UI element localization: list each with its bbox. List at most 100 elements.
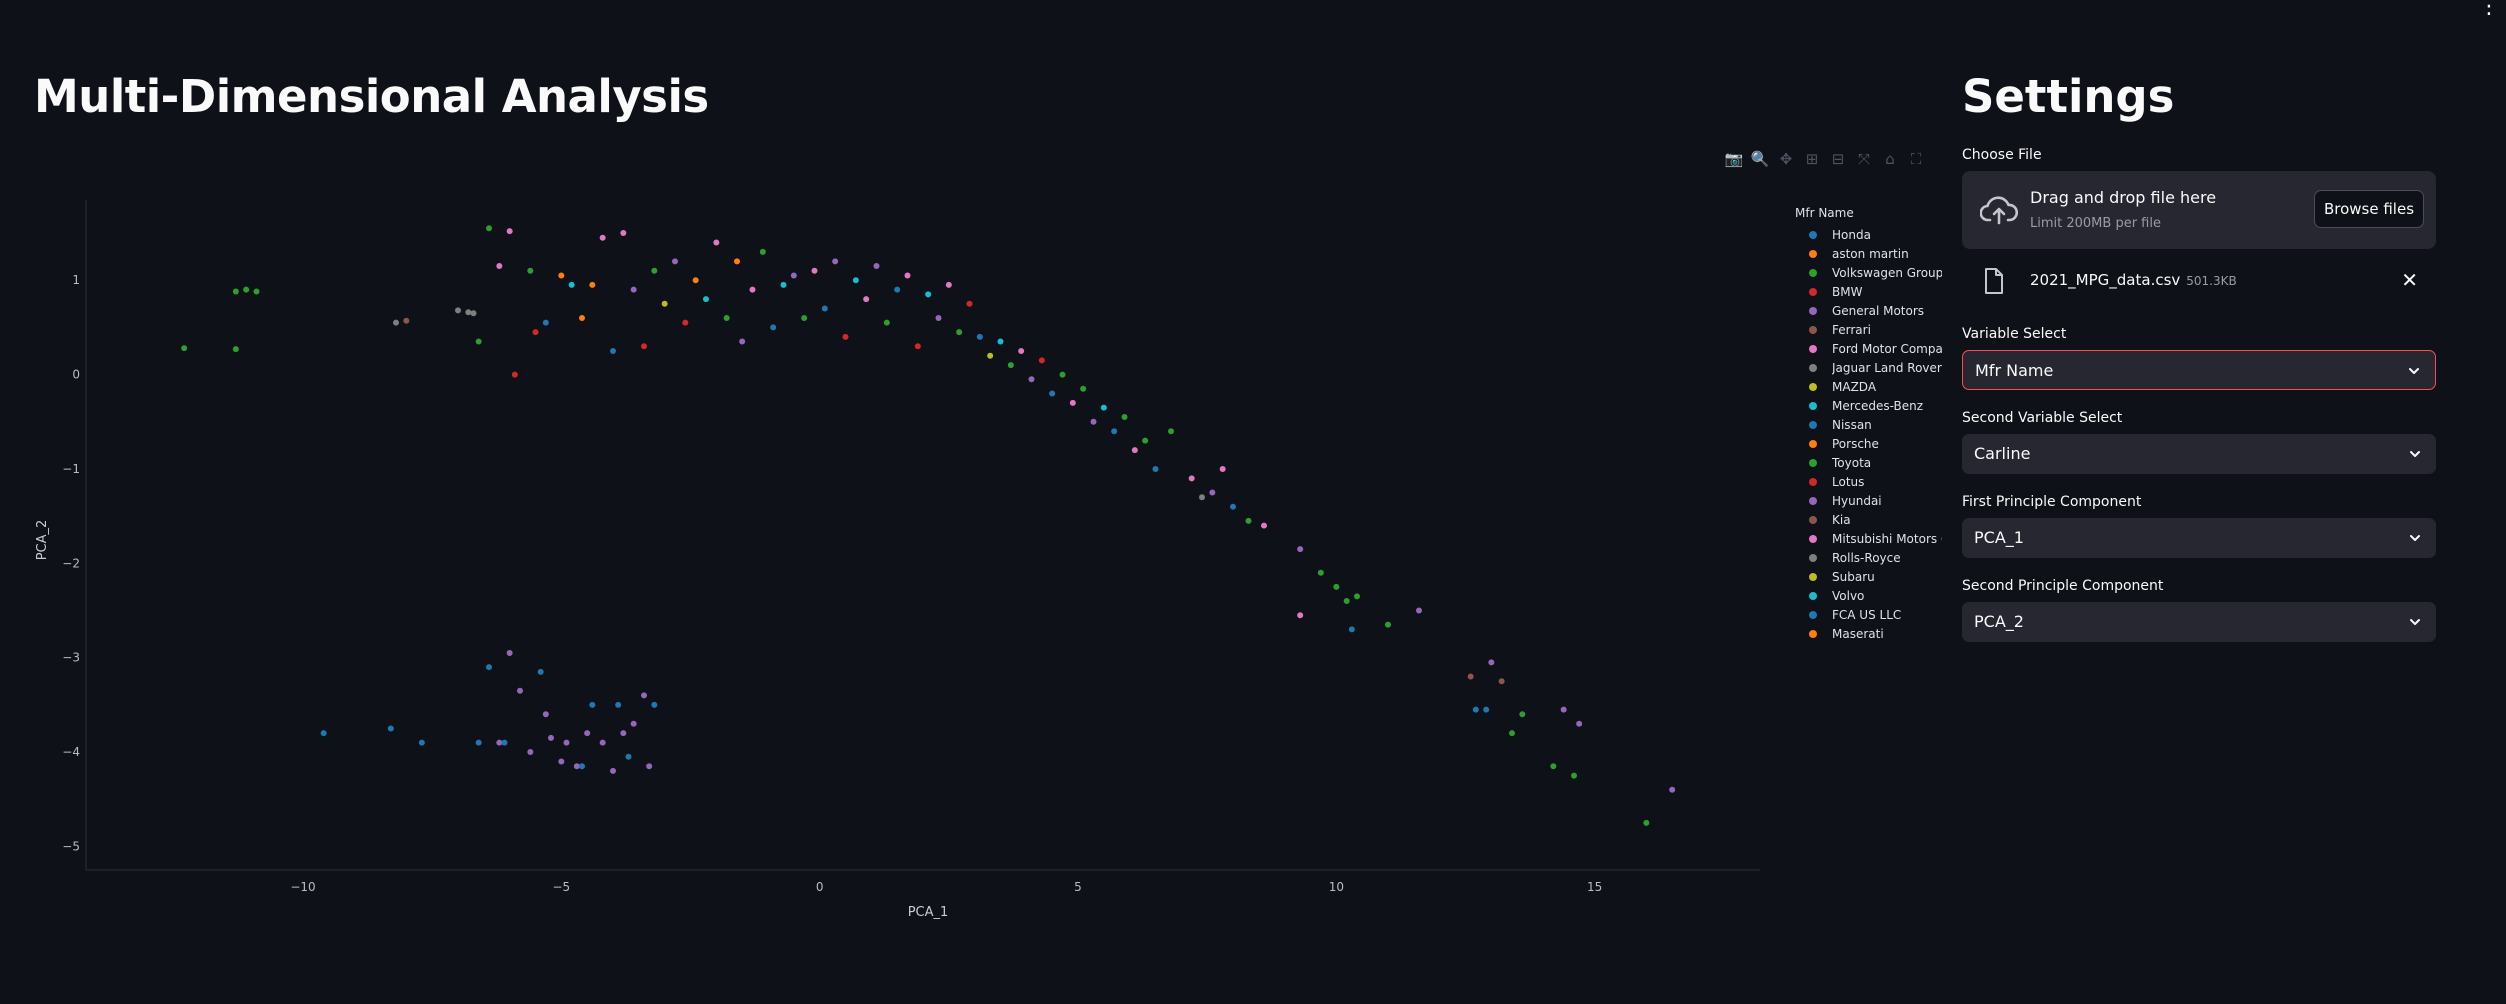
pan-icon[interactable]: ✥ [1779, 150, 1793, 168]
scatter-point[interactable] [506, 649, 513, 656]
second-principle-component-select[interactable]: PCA_2 [1962, 602, 2436, 642]
scatter-point[interactable] [1385, 621, 1391, 628]
scatter-point[interactable] [914, 343, 921, 350]
scatter-point[interactable] [517, 687, 523, 694]
scatter-point[interactable] [682, 319, 689, 326]
scatter-point[interactable] [403, 317, 410, 324]
scatter-point[interactable] [1090, 418, 1097, 425]
scatter-point[interactable] [894, 286, 901, 293]
scatter-point[interactable] [253, 288, 260, 295]
scatter-point[interactable] [1199, 494, 1205, 501]
scatter-point[interactable] [1049, 390, 1056, 397]
scatter-point[interactable] [1069, 399, 1076, 406]
scatter-point[interactable] [232, 346, 239, 353]
scatter-point[interactable] [181, 345, 188, 352]
scatter-point[interactable] [1643, 819, 1650, 826]
scatter-point[interactable] [1483, 706, 1490, 713]
scatter-point[interactable] [945, 281, 952, 288]
legend-item[interactable]: Jaguar Land Rover L [1795, 358, 1942, 377]
scatter-point[interactable] [651, 701, 658, 708]
fullscreen-icon[interactable]: ⛶ [1910, 150, 1922, 168]
scatter-point[interactable] [610, 347, 616, 354]
legend-item[interactable]: Nissan [1795, 415, 1942, 434]
scatter-point[interactable] [1297, 546, 1304, 553]
scatter-point[interactable] [1219, 465, 1226, 472]
scatter-point[interactable] [1343, 598, 1350, 605]
scatter-point[interactable] [243, 286, 250, 293]
scatter-point[interactable] [780, 281, 787, 288]
scatter-point[interactable] [935, 314, 942, 321]
scatter-point[interactable] [579, 763, 585, 770]
scatter-point[interactable] [713, 239, 720, 246]
autoscale-icon[interactable]: ⤧ [1857, 150, 1870, 168]
scatter-point[interactable] [1560, 706, 1567, 713]
scatter-point[interactable] [1488, 659, 1495, 666]
variable-select[interactable]: Mfr Name [1962, 350, 2436, 390]
legend-item[interactable]: Volkswagen Group of [1795, 263, 1942, 282]
scatter-point[interactable] [997, 338, 1004, 345]
scatter-point[interactable] [1245, 517, 1252, 524]
scatter-point[interactable] [1576, 720, 1583, 727]
scatter-point[interactable] [739, 338, 746, 345]
scatter-point[interactable] [475, 338, 482, 345]
scatter-point[interactable] [1028, 376, 1035, 383]
scatter-point[interactable] [1038, 357, 1045, 364]
scatter-point[interactable] [759, 248, 766, 255]
legend-item[interactable]: Ferrari [1795, 320, 1942, 339]
scatter-point[interactable] [749, 286, 756, 293]
scatter-point[interactable] [511, 371, 518, 378]
scatter-point[interactable] [486, 664, 492, 671]
scatter-point[interactable] [589, 701, 596, 708]
second-variable-select[interactable]: Carline [1962, 434, 2436, 474]
scatter-point[interactable] [620, 730, 627, 737]
scatter-point[interactable] [1550, 763, 1557, 770]
scatter-point[interactable] [1519, 711, 1526, 718]
legend-item[interactable]: Porsche [1795, 434, 1942, 453]
scatter-point[interactable] [470, 310, 477, 317]
scatter-point[interactable] [863, 296, 870, 303]
scatter-point[interactable] [1007, 362, 1014, 369]
remove-file-close-icon[interactable]: ✕ [2401, 268, 2418, 292]
scatter-point[interactable] [232, 288, 239, 295]
scatter-point[interactable] [1131, 447, 1138, 454]
scatter-point[interactable] [852, 277, 859, 284]
scatter-point[interactable] [610, 767, 616, 774]
scatter-point[interactable] [548, 734, 554, 741]
scatter-point[interactable] [558, 758, 565, 765]
legend-item[interactable]: Kia [1795, 510, 1942, 529]
scatter-point[interactable] [811, 267, 818, 274]
scatter-point[interactable] [418, 739, 425, 746]
scatter-point[interactable] [1188, 475, 1195, 482]
legend-item[interactable]: Maserati [1795, 624, 1942, 643]
scatter-point[interactable] [1168, 428, 1174, 435]
scatter-point[interactable] [904, 272, 911, 279]
scatter-point[interactable] [1416, 607, 1422, 614]
scatter-point[interactable] [1669, 786, 1676, 793]
scatter-point[interactable] [1498, 678, 1505, 685]
scatter-point[interactable] [1121, 414, 1128, 421]
zoom-out-icon[interactable]: ⊟ [1831, 150, 1845, 168]
scatter-point[interactable] [532, 329, 539, 336]
scatter-point[interactable] [630, 286, 637, 293]
legend-item[interactable]: MAZDA [1795, 377, 1942, 396]
legend-item[interactable]: General Motors [1795, 301, 1942, 320]
scatter-point[interactable] [1059, 371, 1066, 378]
scatter-point[interactable] [821, 305, 828, 312]
scatter-point[interactable] [1333, 583, 1340, 590]
browse-files-button[interactable]: Browse files [2314, 190, 2424, 228]
first-principle-component-select[interactable]: PCA_1 [1962, 518, 2436, 558]
scatter-point[interactable] [651, 267, 658, 274]
scatter-point[interactable] [563, 739, 570, 746]
scatter-point[interactable] [987, 352, 994, 359]
scatter-point[interactable] [568, 281, 575, 288]
scatter-point[interactable] [320, 730, 327, 737]
legend-item[interactable]: aston martin [1795, 244, 1942, 263]
legend-item[interactable]: Volvo [1795, 586, 1942, 605]
file-dropzone[interactable]: Drag and drop file here Limit 200MB per … [1962, 171, 2436, 249]
scatter-point[interactable] [527, 267, 534, 274]
scatter-point[interactable] [723, 314, 730, 321]
scatter-point[interactable] [770, 324, 777, 331]
scatter-point[interactable] [832, 258, 839, 265]
scatter-point[interactable] [501, 739, 508, 746]
scatter-point[interactable] [672, 258, 678, 265]
